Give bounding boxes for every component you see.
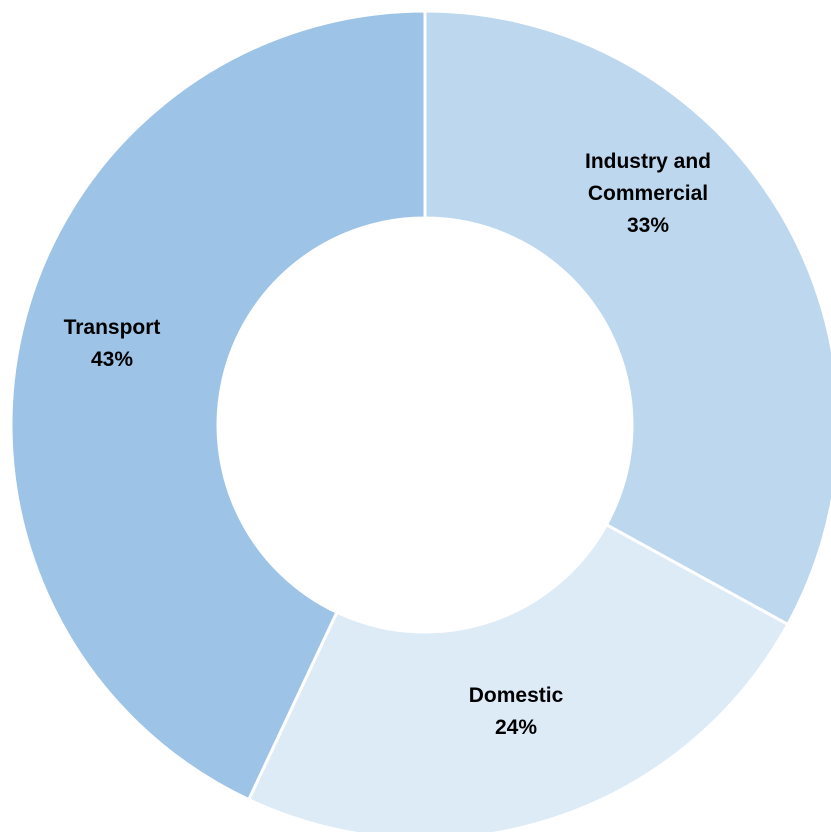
data-label-category: Industry and (585, 150, 711, 173)
data-label-percent: 24% (495, 716, 537, 739)
slice-transport (9, 9, 427, 802)
data-label-domestic: Domestic 24% (469, 684, 564, 739)
slice-industry-and-commercial (423, 9, 831, 627)
data-label-category: Commercial (588, 182, 708, 205)
data-label-category: Transport (64, 316, 161, 339)
data-label-percent: 33% (627, 214, 669, 237)
data-label-percent: 43% (91, 348, 133, 371)
data-label-industry-and-commercial: Industry and Commercial 33% (585, 150, 711, 237)
slice-domestic (246, 522, 790, 832)
labels-layer: Industry and Commercial 33% Domestic 24% Tran… (64, 150, 711, 739)
data-label-category: Domestic (469, 684, 564, 707)
slices-layer (9, 9, 831, 832)
data-label-transport: Transport 43% (64, 316, 161, 371)
